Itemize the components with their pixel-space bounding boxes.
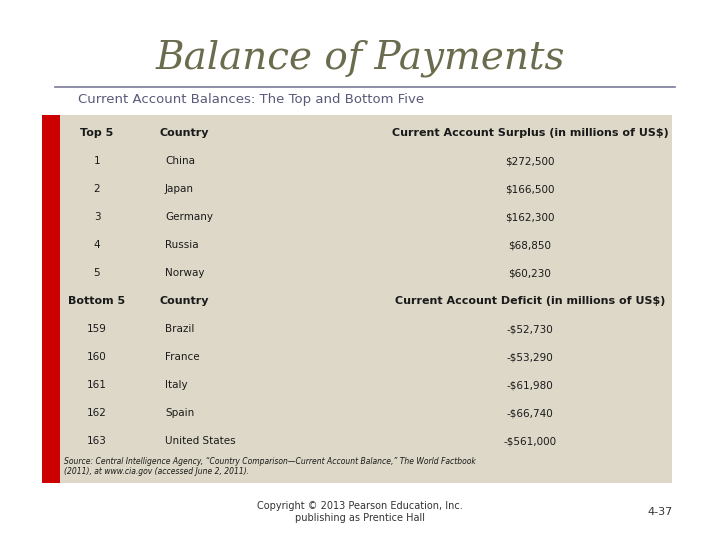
Text: $166,500: $166,500 <box>505 184 554 194</box>
Text: 160: 160 <box>87 352 107 362</box>
Text: -$52,730: -$52,730 <box>507 324 554 334</box>
Text: 163: 163 <box>87 436 107 446</box>
Text: $162,300: $162,300 <box>505 212 554 222</box>
Text: 4: 4 <box>94 240 100 250</box>
Text: China: China <box>165 156 195 166</box>
FancyBboxPatch shape <box>42 115 60 483</box>
Text: 3: 3 <box>94 212 100 222</box>
Text: Top 5: Top 5 <box>81 128 114 138</box>
Text: 5: 5 <box>94 268 100 278</box>
Text: Bottom 5: Bottom 5 <box>68 296 125 306</box>
Text: 159: 159 <box>87 324 107 334</box>
Text: Current Account Surplus (in millions of US$): Current Account Surplus (in millions of … <box>392 128 668 138</box>
Text: France: France <box>165 352 199 362</box>
Text: -$53,290: -$53,290 <box>507 352 554 362</box>
Text: Japan: Japan <box>165 184 194 194</box>
Text: Brazil: Brazil <box>165 324 194 334</box>
Text: 1: 1 <box>94 156 100 166</box>
Text: United States: United States <box>165 436 235 446</box>
Text: 162: 162 <box>87 408 107 418</box>
Text: 4-37: 4-37 <box>647 507 672 517</box>
Text: -$61,980: -$61,980 <box>507 380 554 390</box>
Text: Current Account Balances: The Top and Bottom Five: Current Account Balances: The Top and Bo… <box>78 93 424 106</box>
Text: 161: 161 <box>87 380 107 390</box>
Text: Balance of Payments: Balance of Payments <box>156 39 564 77</box>
Text: Copyright © 2013 Pearson Education, Inc.
publishing as Prentice Hall: Copyright © 2013 Pearson Education, Inc.… <box>257 501 463 523</box>
Text: Russia: Russia <box>165 240 199 250</box>
Text: Country: Country <box>160 296 210 306</box>
Text: $60,230: $60,230 <box>508 268 552 278</box>
Text: Current Account Deficit (in millions of US$): Current Account Deficit (in millions of … <box>395 296 665 306</box>
Text: -$561,000: -$561,000 <box>503 436 557 446</box>
Text: Spain: Spain <box>165 408 194 418</box>
Text: -$66,740: -$66,740 <box>507 408 554 418</box>
Text: 2: 2 <box>94 184 100 194</box>
Text: $68,850: $68,850 <box>508 240 552 250</box>
Text: Norway: Norway <box>165 268 204 278</box>
Text: Source: Central Intelligence Agency, “Country Comparison—Current Account Balance: Source: Central Intelligence Agency, “Co… <box>64 456 476 465</box>
Text: Germany: Germany <box>165 212 213 222</box>
Text: Country: Country <box>160 128 210 138</box>
Text: $272,500: $272,500 <box>505 156 554 166</box>
Text: (2011), at www.cia.gov (accessed June 2, 2011).: (2011), at www.cia.gov (accessed June 2,… <box>64 467 249 476</box>
Text: Italy: Italy <box>165 380 188 390</box>
FancyBboxPatch shape <box>60 115 672 483</box>
